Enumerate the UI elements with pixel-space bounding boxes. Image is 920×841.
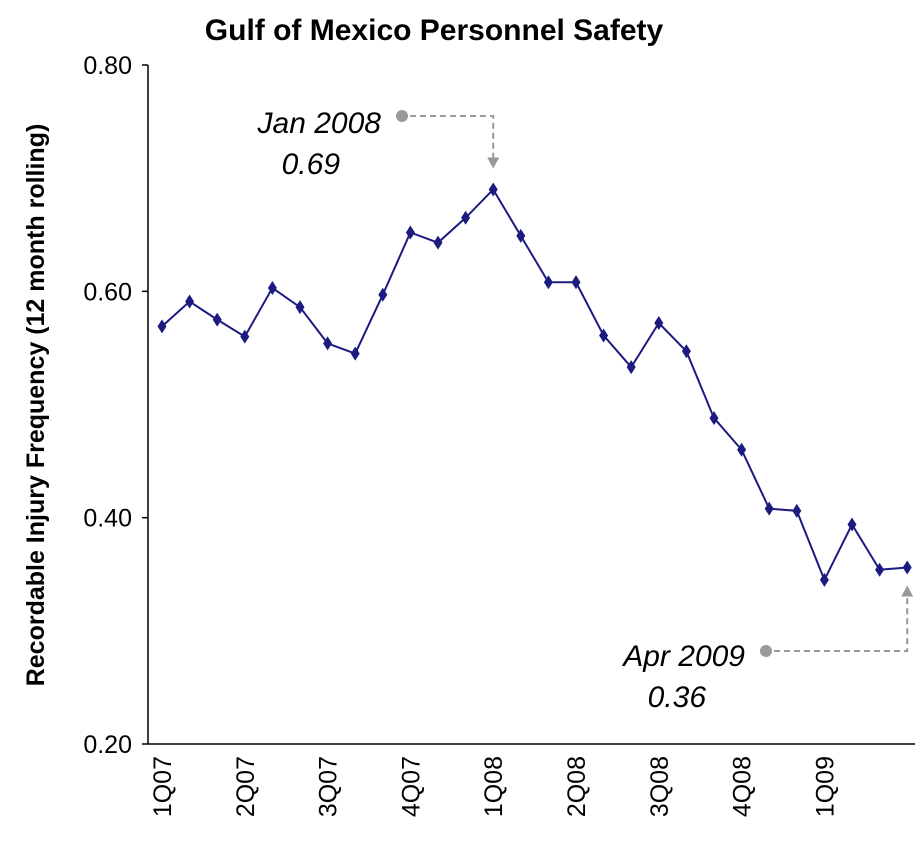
data-point — [709, 411, 719, 426]
data-point — [902, 560, 912, 575]
data-point — [378, 287, 388, 302]
x-tick-label: 4Q08 — [729, 756, 757, 817]
chart-title: Gulf of Mexico Personnel Safety — [205, 14, 664, 47]
annotation-dot — [760, 645, 772, 657]
annotation-value: 0.69 — [282, 148, 341, 181]
x-tick-label: 3Q08 — [646, 756, 674, 817]
data-point — [212, 312, 222, 327]
annotation-dot — [396, 110, 408, 122]
x-tick-label: 1Q08 — [480, 756, 508, 817]
x-tick-label: 1Q07 — [149, 756, 177, 817]
x-tick-label: 2Q08 — [563, 756, 591, 817]
data-point — [764, 501, 774, 516]
annotation-date: Jan 2008 — [257, 107, 382, 140]
data-point — [571, 275, 581, 290]
data-point — [267, 280, 277, 295]
x-tick-label: 1Q09 — [811, 756, 839, 817]
data-point — [654, 316, 664, 331]
data-point — [792, 503, 802, 518]
data-point — [626, 360, 636, 375]
data-point — [681, 344, 691, 359]
data-point — [488, 182, 498, 197]
annotation-leader — [410, 115, 495, 160]
data-point — [323, 336, 333, 351]
x-tick-label: 2Q07 — [232, 756, 260, 817]
data-point — [847, 517, 857, 532]
data-point — [875, 562, 885, 577]
annotation-date: Apr 2009 — [621, 640, 745, 673]
annotation-arrow — [487, 157, 500, 169]
y-tick-label: 0.80 — [83, 52, 132, 80]
data-point — [157, 319, 167, 334]
data-point — [185, 294, 195, 309]
y-tick-label: 0.60 — [83, 278, 132, 306]
data-point — [295, 300, 305, 315]
data-point — [543, 275, 553, 290]
annotation-leader — [774, 595, 909, 652]
y-axis-label: Recordable Injury Frequency (12 month ro… — [22, 124, 50, 687]
data-point — [405, 225, 415, 240]
data-point — [433, 235, 443, 250]
data-point — [516, 228, 526, 243]
x-tick-label: 3Q07 — [315, 756, 343, 817]
annotation-value: 0.36 — [648, 681, 707, 714]
data-point — [240, 329, 250, 344]
x-tick-label: 4Q07 — [397, 756, 425, 817]
y-tick-label: 0.20 — [83, 731, 132, 759]
series-line — [161, 187, 908, 583]
annotation-arrow — [901, 585, 914, 597]
data-point — [350, 346, 360, 361]
data-point — [599, 328, 609, 343]
data-point — [461, 210, 471, 225]
y-tick-label: 0.40 — [83, 505, 132, 533]
data-point — [819, 572, 829, 587]
data-point — [737, 442, 747, 457]
